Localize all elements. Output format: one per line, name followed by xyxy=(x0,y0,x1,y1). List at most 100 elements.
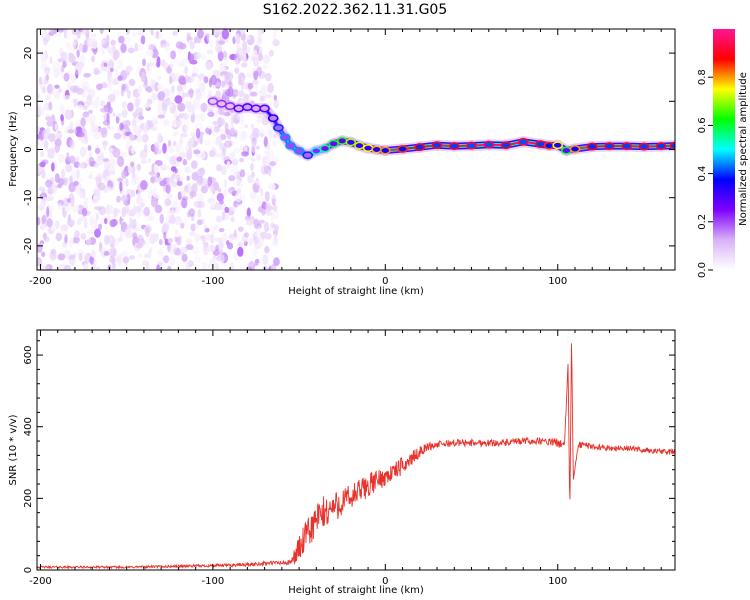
noise-speckle xyxy=(203,224,207,230)
noise-speckle xyxy=(223,178,228,189)
noise-speckle xyxy=(117,237,123,242)
noise-speckle xyxy=(210,74,218,86)
noise-speckle xyxy=(100,100,106,107)
noise-speckle xyxy=(190,191,197,198)
noise-speckle xyxy=(253,245,258,256)
colorbar-ticks: 0.0 0.2 0.4 0.6 0.8 xyxy=(697,69,713,278)
noise-speckle xyxy=(40,264,45,270)
noise-speckle xyxy=(176,206,182,212)
x-tick-label: -100 xyxy=(202,276,225,287)
noise-speckle xyxy=(243,144,248,154)
noise-speckle xyxy=(213,125,221,133)
noise-speckle xyxy=(189,231,196,237)
noise-speckle xyxy=(127,102,134,112)
noise-speckle xyxy=(56,203,63,210)
noise-speckle xyxy=(125,65,133,73)
noise-speckle xyxy=(42,36,49,42)
noise-speckle xyxy=(266,143,271,151)
noise-speckle xyxy=(88,109,93,114)
noise-speckle xyxy=(214,263,220,270)
x-tick-label: -100 xyxy=(202,576,225,587)
noise-speckle xyxy=(155,31,163,40)
noise-speckle xyxy=(272,239,279,247)
noise-speckle xyxy=(97,182,106,191)
noise-speckle xyxy=(104,225,108,230)
noise-speckle xyxy=(109,219,117,228)
noise-speckle xyxy=(255,196,264,205)
snr-series-line xyxy=(37,343,675,570)
noise-speckle xyxy=(55,31,63,38)
noise-speckle xyxy=(219,62,225,74)
noise-speckle xyxy=(99,29,104,35)
noise-speckle xyxy=(72,40,76,51)
trace-blob xyxy=(302,151,313,160)
noise-speckle xyxy=(42,86,46,94)
noise-speckle xyxy=(204,246,211,253)
noise-speckle xyxy=(209,233,215,244)
noise-speckle xyxy=(80,29,86,35)
trace-blob xyxy=(285,141,296,150)
noise-speckle xyxy=(90,55,96,63)
noise-speckle xyxy=(179,90,183,97)
noise-speckle xyxy=(153,175,162,183)
noise-speckle xyxy=(215,135,222,145)
noise-speckle xyxy=(170,166,177,172)
noise-speckle xyxy=(46,194,55,201)
noise-speckle xyxy=(236,188,242,194)
y-tick-label: 400 xyxy=(23,417,34,436)
noise-speckle xyxy=(224,71,230,80)
noise-speckle xyxy=(122,250,129,256)
noise-speckle xyxy=(255,145,260,150)
noise-speckle xyxy=(46,120,53,127)
noise-speckle xyxy=(153,164,159,174)
noise-speckle xyxy=(117,208,121,213)
noise-speckle xyxy=(68,54,76,63)
noise-speckle xyxy=(261,64,269,69)
noise-speckle xyxy=(199,151,206,160)
y-tick-label: -20 xyxy=(23,238,34,254)
noise-speckle xyxy=(156,248,164,256)
noise-speckle xyxy=(59,104,65,113)
noise-speckle xyxy=(168,145,172,153)
noise-speckle xyxy=(250,157,256,162)
noise-speckle xyxy=(41,169,46,179)
noise-speckle xyxy=(145,260,150,270)
noise-speckle xyxy=(260,231,268,239)
noise-speckle xyxy=(127,164,133,175)
y-tick-label: 0 xyxy=(23,567,34,573)
noise-speckle xyxy=(187,53,195,63)
noise-speckle xyxy=(139,150,147,161)
trace-blob xyxy=(273,123,284,132)
snr-ticks: -200 -100 0 100 0 200 400 600 xyxy=(23,330,675,587)
noise-speckle xyxy=(119,181,123,192)
figure-title: S162.2022.362.11.31.G05 xyxy=(263,2,448,18)
noise-speckle xyxy=(260,164,269,176)
noise-speckle xyxy=(131,146,135,155)
colorbar: 0.0 0.2 0.4 0.6 0.8 Normalized spectral ampl… xyxy=(697,29,749,278)
noise-speckle xyxy=(38,76,43,85)
noise-speckle xyxy=(148,215,155,221)
noise-speckle xyxy=(191,213,195,222)
noise-speckle xyxy=(86,229,94,235)
noise-speckle xyxy=(60,224,69,232)
noise-speckle xyxy=(163,231,167,240)
trace-blob xyxy=(354,141,365,150)
noise-speckle xyxy=(73,236,80,244)
noise-speckle xyxy=(184,167,192,174)
noise-speckle xyxy=(93,67,100,76)
noise-speckle xyxy=(88,174,93,179)
noise-speckle xyxy=(210,184,216,192)
noise-speckle xyxy=(182,158,188,166)
noise-speckle xyxy=(165,42,171,47)
noise-speckle xyxy=(237,226,244,232)
noise-speckle xyxy=(134,97,140,108)
noise-speckle xyxy=(203,247,209,256)
noise-speckle xyxy=(186,238,191,244)
noise-speckle xyxy=(137,184,141,190)
noise-speckle xyxy=(174,241,178,250)
noise-speckle xyxy=(185,92,189,98)
noise-speckle xyxy=(165,183,171,194)
noise-speckle xyxy=(216,164,223,172)
noise-speckle xyxy=(205,234,211,241)
noise-speckle xyxy=(187,75,195,83)
